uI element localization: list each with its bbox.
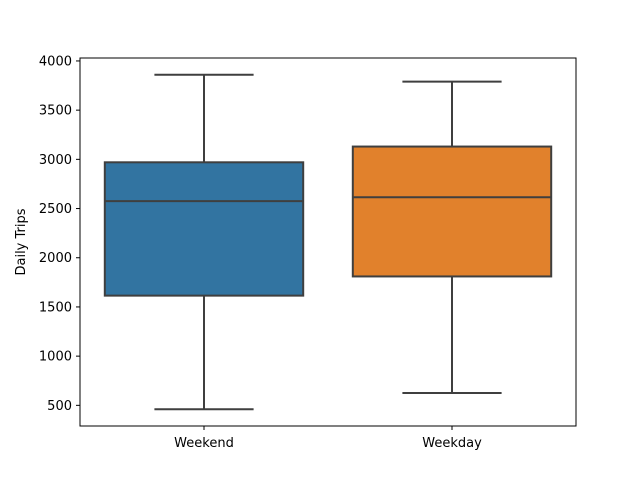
iqr-box: [103, 161, 305, 297]
y-tick-label: 500: [47, 399, 72, 414]
y-tick-label: 2000: [39, 251, 72, 266]
plot-area-frame: [79, 57, 577, 427]
box-series: [103, 73, 553, 411]
iqr-box: [351, 145, 553, 278]
box-weekday: [351, 80, 553, 395]
box-weekend: [103, 73, 305, 411]
y-tick-label: 2500: [39, 202, 72, 217]
x-tick-label: Weekday: [422, 436, 482, 451]
y-axis-label: Daily Trips: [14, 208, 29, 275]
y-tick-label: 1500: [39, 300, 72, 315]
x-tick-label: Weekend: [174, 436, 234, 451]
y-tick-label: 1000: [39, 350, 72, 365]
y-axis-ticks: 500 1000 1500 2000 2500 3000 3500 4000: [39, 54, 80, 414]
x-axis-ticks: Weekend Weekday: [174, 426, 482, 451]
y-tick-label: 4000: [39, 54, 72, 69]
y-tick-label: 3000: [39, 153, 72, 168]
y-tick-label: 3500: [39, 104, 72, 119]
